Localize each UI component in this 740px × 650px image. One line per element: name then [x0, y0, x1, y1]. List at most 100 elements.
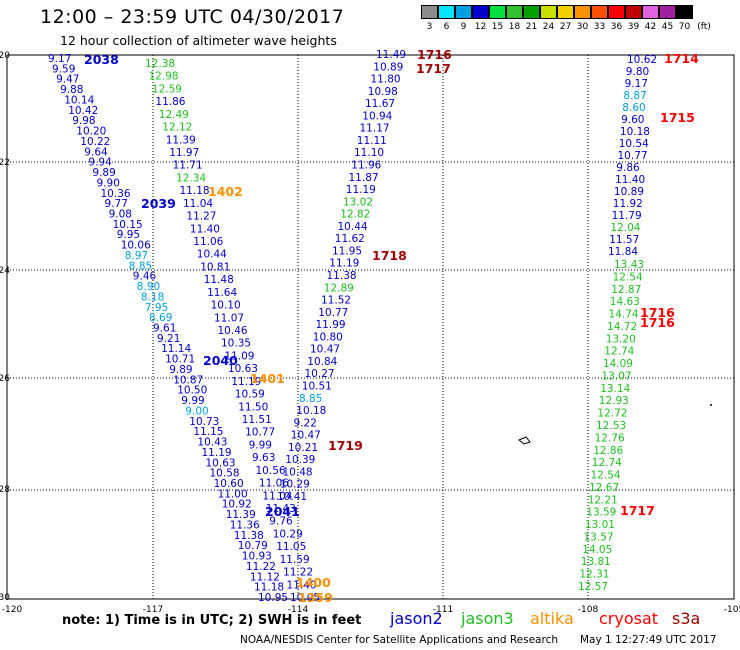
wave-height-value: 9.99	[249, 439, 272, 451]
pass-number-label: 1718	[372, 248, 407, 263]
island-dot	[710, 404, 712, 406]
wave-height-value: 13.20	[606, 333, 636, 345]
wave-height-value: 13.07	[602, 371, 632, 383]
subtitle: 12 hour collection of altimeter wave hei…	[60, 33, 337, 48]
wave-height-value: 12.89	[324, 282, 354, 294]
pass-number-label: 1717	[416, 61, 451, 76]
wave-height-value: 11.59	[280, 554, 310, 566]
wave-height-value: 9.00	[185, 405, 208, 417]
mission-label: jason3	[461, 609, 514, 628]
wave-height-value: 13.14	[600, 383, 630, 395]
wave-height-value: 10.59	[235, 389, 265, 401]
wave-height-value: 9.95	[117, 229, 140, 241]
wave-height-value: 11.92	[613, 198, 643, 210]
wave-height-value: 14.74	[609, 309, 639, 321]
mission-label: cryosat	[599, 609, 659, 628]
mission-label: s3a	[672, 609, 701, 628]
wave-height-value: 11.40	[190, 223, 220, 235]
wave-height-value: 10.10	[211, 300, 241, 312]
lat-tick-label: 26	[0, 374, 10, 384]
wave-height-value: 7.95	[145, 302, 168, 314]
lat-tick-label: 28	[0, 485, 10, 495]
wave-height-value: 10.20	[76, 126, 106, 138]
wave-height-value: 11.19	[329, 258, 359, 270]
lat-tick-label: 30	[0, 593, 10, 603]
wave-height-value: 12.12	[162, 122, 192, 134]
wave-height-value: 12.74	[604, 346, 634, 358]
note-text: note: 1) Time is in UTC; 2) SWH is in fe…	[62, 613, 362, 628]
lon-tick-label: -120	[2, 605, 23, 615]
wave-height-value: 9.60	[621, 114, 644, 126]
wave-height-value: 11.11	[357, 135, 387, 147]
mission-label: jason2	[390, 609, 443, 628]
wave-height-value: 9.98	[72, 115, 95, 127]
wave-height-value: 11.80	[371, 74, 401, 86]
legend-label: 45	[661, 22, 674, 32]
wave-height-value: 12.93	[599, 395, 629, 407]
wave-height-value: 11.49	[376, 49, 406, 61]
wave-height-value: 10.77	[318, 307, 348, 319]
legend-swatch	[659, 5, 676, 19]
wave-height-value: 10.89	[614, 186, 644, 198]
legend-label: 36	[610, 22, 623, 32]
wave-height-value: 8.18	[141, 291, 164, 303]
wave-height-value: 9.99	[181, 395, 204, 407]
pass-number-label: 1401	[250, 371, 285, 386]
legend-swatch	[540, 5, 557, 19]
wave-height-value: 11.06	[193, 236, 223, 248]
pass-number-label: 1715	[660, 110, 695, 125]
map-frame	[6, 54, 735, 600]
wave-height-value: 11.18	[180, 185, 210, 197]
wave-height-value: 11.27	[186, 211, 216, 223]
wave-height-value: 8.69	[149, 312, 172, 324]
wave-height-value: 11.50	[238, 401, 268, 413]
legend-label: 30	[576, 22, 589, 32]
legend-label: 3	[426, 22, 433, 32]
pass-number-label: 1716	[417, 47, 452, 62]
wave-height-value: 13.01	[585, 519, 615, 531]
wave-height-value: 11.62	[335, 233, 365, 245]
legend-label: 39	[627, 22, 640, 32]
wave-height-value: 10.14	[64, 95, 94, 107]
pass-number-label: 1714	[664, 51, 699, 66]
wave-height-value: 10.92	[222, 499, 252, 511]
wave-height-value: 10.22	[80, 136, 110, 148]
wave-height-value: 9.89	[92, 167, 115, 179]
wave-height-value: 12.72	[597, 408, 627, 420]
wave-height-value: 10.06	[121, 240, 151, 252]
wave-height-value: 12.74	[592, 457, 622, 469]
wave-height-value: 12.59	[152, 83, 182, 95]
wave-height-value: 8.85	[299, 393, 322, 405]
wave-height-value: 11.71	[173, 160, 203, 172]
wave-height-value: 13.81	[581, 556, 611, 568]
wave-height-value: 12.82	[340, 209, 370, 221]
generated-timestamp: May 1 12:27:49 UTC 2017	[580, 634, 717, 646]
wave-height-value: 9.63	[252, 452, 275, 464]
pass-labels: 2038203920402041140214011400135917161717…	[84, 47, 699, 605]
pass-number-label: 1716	[640, 305, 675, 320]
legend-label: 15	[491, 22, 504, 32]
wave-height-value: 11.48	[204, 274, 234, 286]
wave-height-value: 10.71	[165, 354, 195, 366]
wave-height-value: 11.12	[250, 571, 280, 583]
wave-height-value: 10.36	[101, 188, 131, 200]
wave-height-value: 10.48	[283, 466, 313, 478]
legend-swatch	[438, 5, 455, 19]
wave-height-value: 10.77	[245, 427, 275, 439]
legend-swatch	[574, 5, 591, 19]
wave-height-value: 9.77	[105, 198, 128, 210]
wave-height-value: 9.17	[625, 78, 648, 90]
wave-height-value: 11.22	[246, 561, 276, 573]
wave-height-value: 10.60	[214, 478, 244, 490]
lon-tick-label: -108	[578, 605, 599, 615]
wave-height-value: 10.77	[618, 150, 648, 162]
wave-height-value: 13.59	[586, 507, 616, 519]
wave-height-value: 9.46	[133, 271, 157, 283]
legend-swatch	[591, 5, 608, 19]
legend-swatch	[472, 5, 489, 19]
wave-height-value: 11.22	[283, 567, 313, 579]
wave-height-value: 10.43	[197, 437, 227, 449]
wave-height-value: 10.73	[189, 416, 219, 428]
wave-height-value: 11.86	[155, 96, 185, 108]
legend-label: 42	[644, 22, 657, 32]
